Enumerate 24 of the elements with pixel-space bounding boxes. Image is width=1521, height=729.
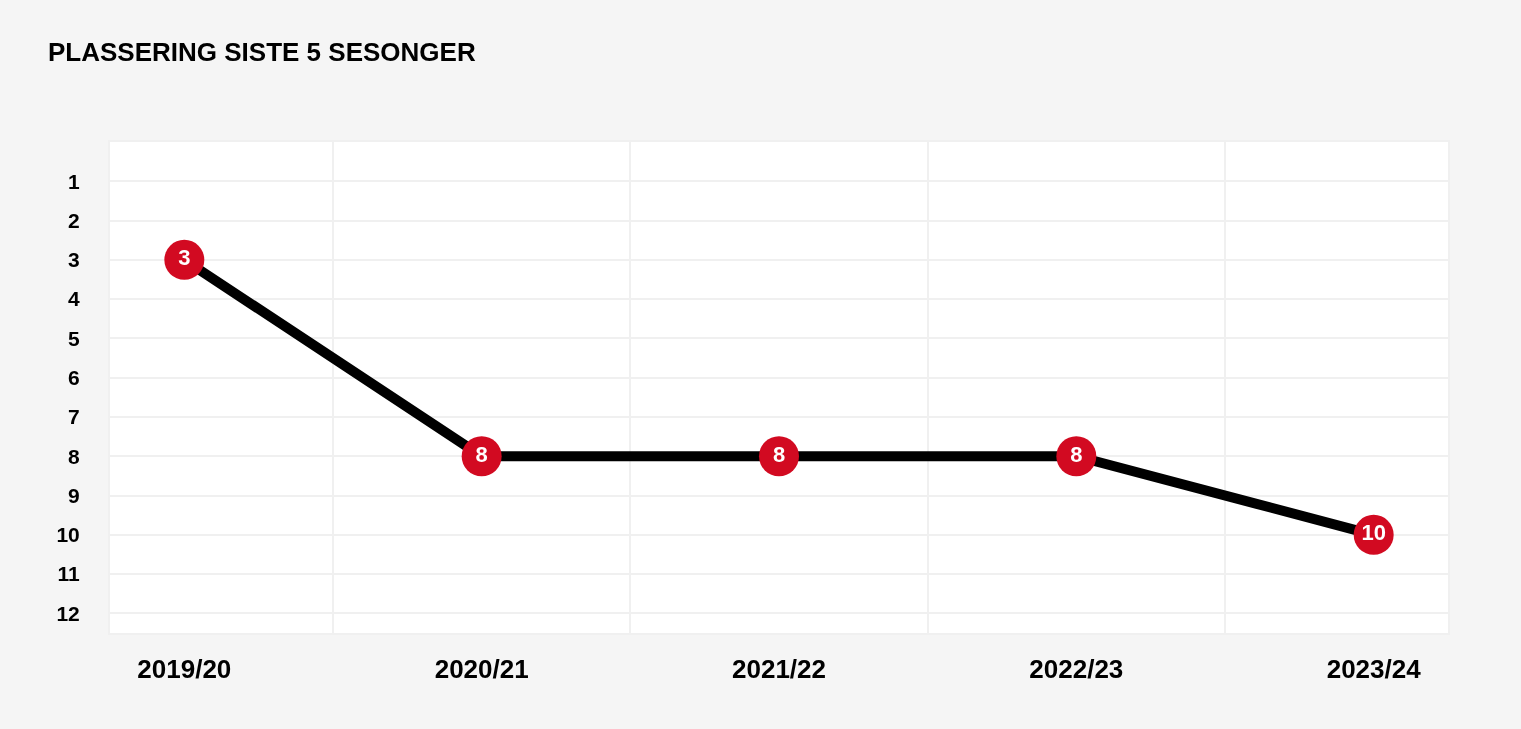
data-label: 8 <box>475 441 488 467</box>
y-tick-label: 3 <box>68 248 80 272</box>
data-label: 3 <box>178 245 191 271</box>
x-tick-label: 2019/20 <box>137 654 232 685</box>
x-tick-label: 2022/23 <box>1029 654 1124 685</box>
y-tick-label: 6 <box>68 366 80 390</box>
x-tick-label: 2021/22 <box>732 654 826 685</box>
y-tick-label: 11 <box>57 562 81 586</box>
data-label: 10 <box>1361 520 1386 546</box>
y-tick-label: 9 <box>68 483 80 507</box>
y-tick-label: 7 <box>68 405 80 429</box>
y-tick-label: 4 <box>68 287 81 311</box>
x-tick-label: 2023/24 <box>1326 654 1422 685</box>
data-label: 8 <box>1070 441 1083 467</box>
x-tick-label: 2020/21 <box>434 654 529 685</box>
data-label: 8 <box>772 441 786 467</box>
y-tick-label: 12 <box>56 601 80 625</box>
chart-title: PLASSERING SISTE 5 SESONGER <box>48 37 476 68</box>
y-tick-label: 10 <box>56 523 80 547</box>
y-tick-label: 2 <box>68 208 80 232</box>
y-tick-label: 8 <box>68 444 81 468</box>
y-tick-label: 1 <box>68 169 81 193</box>
y-tick-label: 5 <box>68 326 81 350</box>
point <box>164 239 205 280</box>
